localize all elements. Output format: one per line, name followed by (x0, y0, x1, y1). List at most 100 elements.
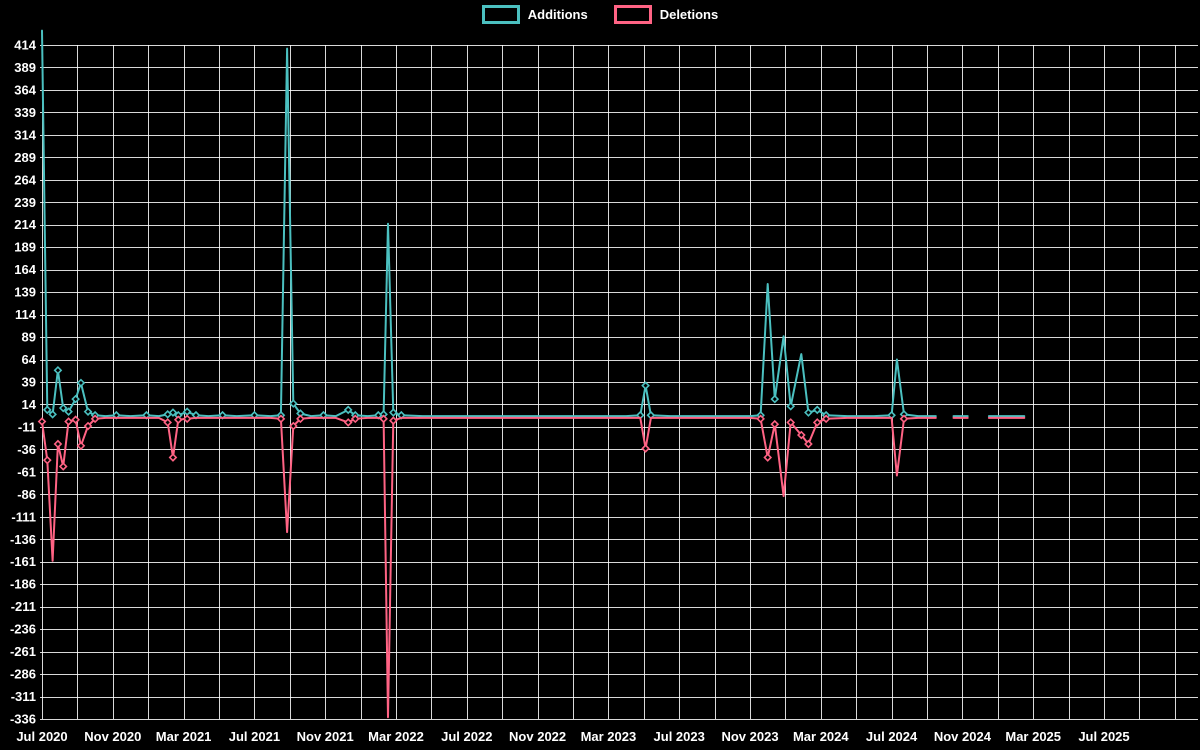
y-tick-label: 214 (14, 217, 36, 232)
legend-label-deletions: Deletions (659, 6, 719, 22)
series-additions (41, 29, 1026, 420)
y-tick-label: 389 (14, 60, 36, 75)
legend-item-deletions[interactable]: Deletions (613, 5, 719, 24)
x-tick-label: Mar 2021 (156, 729, 212, 744)
y-tick-label: -286 (10, 667, 36, 682)
y-tick-label: -136 (10, 532, 36, 547)
y-tick-label: 64 (22, 352, 37, 367)
point-marker-deletions (42, 455, 52, 465)
y-tick-label: 114 (15, 307, 37, 322)
x-tick-label: Nov 2024 (934, 729, 992, 744)
x-tick-label: Jul 2021 (229, 729, 280, 744)
x-tick-label: Jul 2020 (16, 729, 67, 744)
y-tick-label: -186 (10, 577, 36, 592)
series-line-deletions (41, 416, 1026, 719)
point-marker-additions (48, 410, 57, 419)
additions-swatch-icon (481, 5, 520, 24)
point-marker-deletions (64, 417, 73, 426)
y-tick-label: -111 (11, 509, 36, 524)
point-marker-deletions (37, 417, 47, 426)
point-marker-additions (786, 401, 796, 411)
point-marker-deletions (289, 421, 298, 431)
point-marker-deletions (796, 430, 806, 440)
point-marker-deletions (821, 414, 831, 424)
point-marker-deletions (756, 414, 765, 424)
y-tick-label: 414 (14, 38, 36, 53)
x-tick-label: Nov 2021 (297, 729, 354, 744)
deletions-swatch-icon (613, 5, 652, 24)
y-tick-label: 314 (14, 127, 36, 142)
y-tick-label: -11 (18, 419, 36, 434)
y-tick-label: -236 (10, 622, 36, 637)
point-marker-deletions (641, 444, 650, 453)
point-marker-deletions (786, 418, 796, 427)
point-marker-additions (58, 403, 68, 413)
point-marker-deletions (379, 414, 388, 424)
x-tick-label: Nov 2023 (721, 729, 778, 744)
point-marker-additions (646, 410, 656, 420)
x-tick-label: Jul 2025 (1078, 729, 1129, 744)
point-marker-deletions (296, 414, 305, 424)
legend-item-additions[interactable]: Additions (481, 5, 588, 24)
point-marker-additions (770, 394, 780, 404)
chart-legend: Additions Deletions (0, 5, 1200, 24)
point-marker-deletions (53, 439, 63, 449)
point-marker-deletions (276, 414, 286, 424)
point-marker-deletions (804, 439, 813, 449)
point-marker-additions (804, 408, 813, 417)
y-tick-label: -61 (17, 464, 36, 479)
y-axis-labels: 414 389 364 339 314 289 264 239 214 189 164 139 114 8… (10, 38, 37, 727)
point-marker-additions (42, 405, 52, 415)
point-marker-deletions (58, 462, 68, 471)
x-tick-label: Jul 2022 (441, 729, 492, 744)
point-marker-deletions (83, 421, 93, 431)
point-marker-additions (289, 399, 298, 408)
point-marker-deletions (899, 414, 909, 424)
point-marker-additions (53, 365, 63, 375)
point-marker-additions (83, 407, 93, 416)
x-axis-labels: Jul 2020 Nov 2020 Mar 2021 Jul 2021 Nov 2021… (16, 729, 1129, 744)
point-marker-additions (71, 394, 80, 404)
x-tick-label: Nov 2020 (84, 729, 141, 744)
point-marker-deletions (71, 415, 80, 425)
point-marker-deletions (770, 419, 780, 429)
x-tick-label: Mar 2023 (581, 729, 637, 744)
point-marker-deletions (763, 453, 773, 462)
point-marker-additions (343, 405, 353, 415)
point-marker-additions (168, 408, 178, 417)
point-marker-additions (182, 407, 192, 416)
point-marker-deletions (163, 418, 173, 427)
y-tick-label: 364 (14, 82, 36, 97)
y-tick-label: 189 (14, 240, 36, 255)
y-tick-label: 139 (14, 285, 36, 300)
point-marker-deletions (343, 418, 353, 427)
point-marker-deletions (350, 414, 360, 424)
point-marker-deletions (389, 416, 398, 425)
series-line-additions (41, 29, 1026, 418)
point-marker-deletions (173, 415, 183, 425)
x-tick-label: Mar 2024 (793, 729, 849, 744)
y-tick-label: -311 (11, 689, 36, 704)
y-tick-label: -161 (10, 554, 36, 569)
x-tick-label: Mar 2022 (368, 729, 424, 744)
point-marker-deletions (182, 414, 192, 424)
point-marker-additions (64, 407, 73, 416)
point-marker-deletions (168, 453, 178, 462)
y-tick-label: 89 (22, 330, 36, 345)
x-tick-label: Mar 2025 (1005, 729, 1061, 744)
point-marker-additions (812, 405, 822, 415)
point-marker-additions (76, 378, 86, 388)
y-tick-label: 164 (14, 262, 36, 277)
point-marker-additions (641, 381, 650, 390)
y-tick-label: 264 (14, 172, 36, 187)
y-tick-label: 289 (14, 150, 36, 165)
point-marker-additions (389, 408, 398, 417)
y-tick-label: -336 (10, 712, 36, 727)
y-tick-label: -86 (17, 487, 36, 502)
y-tick-label: -261 (10, 644, 36, 659)
x-tick-label: Jul 2024 (866, 729, 918, 744)
legend-label-additions: Additions (527, 6, 588, 22)
y-tick-label: 239 (14, 195, 36, 210)
